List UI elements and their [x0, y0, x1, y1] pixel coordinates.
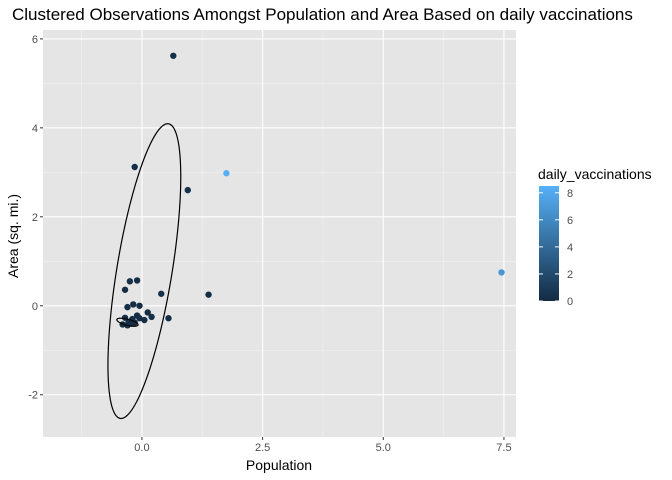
- y-tick-label: 2: [32, 212, 38, 224]
- data-point: [498, 269, 505, 276]
- data-point: [126, 278, 134, 285]
- y-axis-label: Area (sq. mi.): [5, 194, 21, 278]
- data-point: [124, 303, 131, 311]
- data-point: [121, 286, 129, 293]
- legend-label: 4: [567, 242, 573, 254]
- data-point: [131, 163, 138, 171]
- data-point: [205, 291, 212, 298]
- panel-background: [43, 30, 516, 437]
- data-point: [141, 316, 148, 324]
- data-point: [144, 309, 151, 316]
- color-legend: daily_vaccinations 0 2 4 6 8: [538, 166, 652, 308]
- x-axis-label: Population: [246, 457, 312, 473]
- data-point: [136, 315, 143, 322]
- data-point: [184, 186, 191, 194]
- data-point: [170, 52, 177, 59]
- x-tick-label: 0.0: [134, 442, 149, 454]
- data-point: [133, 277, 141, 284]
- chart-title: Clustered Observations Amongst Populatio…: [12, 5, 633, 24]
- legend-label: 6: [567, 215, 573, 227]
- data-point: [130, 301, 137, 308]
- y-tick-label: 4: [32, 123, 38, 135]
- data-point: [148, 313, 155, 321]
- data-point: [165, 315, 172, 322]
- legend-title: daily_vaccinations: [538, 166, 652, 182]
- data-point: [158, 290, 165, 297]
- x-tick-label: 7.5: [496, 442, 511, 454]
- y-tick-label: -2: [28, 390, 38, 402]
- x-tick-label: 2.5: [255, 442, 270, 454]
- y-tick-label: 6: [32, 34, 38, 46]
- x-tick-label: 5.0: [376, 442, 391, 454]
- cluster-ellipse: [116, 317, 139, 327]
- cluster-ellipse: [107, 123, 182, 420]
- legend-label: 0: [567, 296, 573, 308]
- y-tick-label: 0: [32, 301, 38, 313]
- plot-panel: [43, 30, 516, 437]
- data-point: [128, 320, 135, 327]
- legend-label: 2: [567, 269, 573, 281]
- data-point: [223, 170, 230, 177]
- data-point: [136, 302, 143, 309]
- legend-colorbar: [539, 186, 559, 301]
- legend-label: 8: [567, 188, 573, 200]
